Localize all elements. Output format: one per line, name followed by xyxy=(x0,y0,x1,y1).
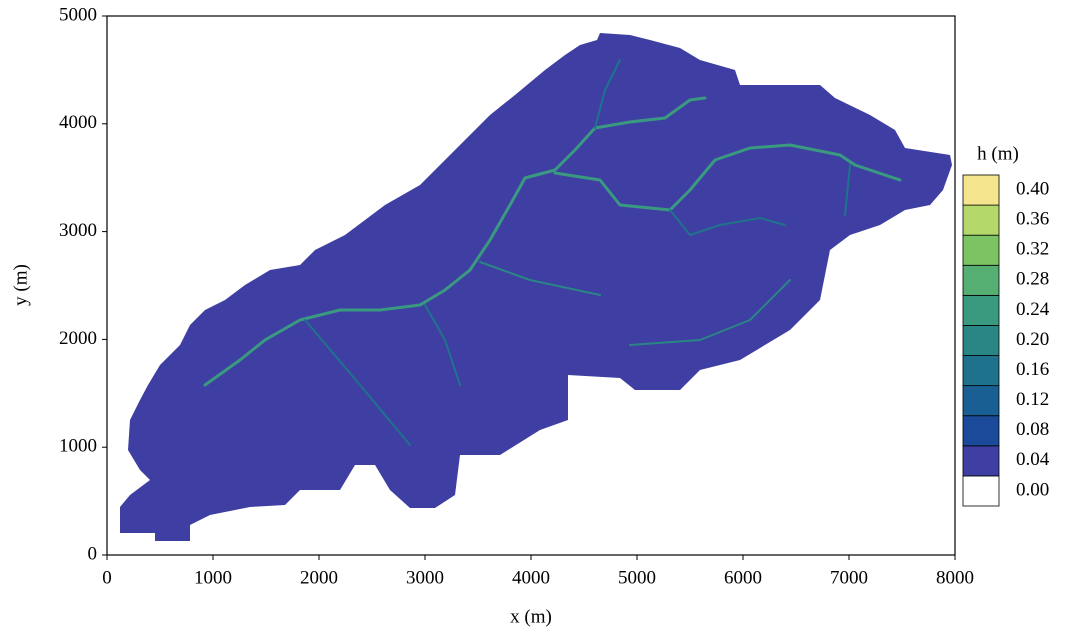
colorbar-label: 0.08 xyxy=(1016,419,1049,440)
y-tick-label: 1000 xyxy=(59,436,97,457)
y-axis-label: y (m) xyxy=(10,264,31,306)
y-tick-label: 0 xyxy=(88,543,98,564)
colorbar-swatch xyxy=(962,475,1000,507)
colorbar-swatch xyxy=(962,234,1000,266)
channels xyxy=(203,59,902,446)
colorbar-label: 0.20 xyxy=(1016,329,1049,350)
colorbar-swatch xyxy=(962,445,1000,477)
colorbar-label: 0.32 xyxy=(1016,239,1049,260)
x-tick-label: 7000 xyxy=(830,567,868,588)
channel xyxy=(594,59,621,129)
colorbar-label: 0.40 xyxy=(1016,178,1049,199)
colorbar-label: 0.36 xyxy=(1016,208,1049,229)
colorbar-label: 0.28 xyxy=(1016,269,1049,290)
colorbar-label: 0.24 xyxy=(1016,299,1050,320)
y-tick-label: 5000 xyxy=(59,4,97,25)
x-tick-label: 1000 xyxy=(194,567,232,588)
colorbar-swatch xyxy=(962,415,1000,447)
colorbar-label: 0.04 xyxy=(1016,449,1050,470)
colorbar-swatch xyxy=(962,385,1000,417)
x-axis-label: x (m) xyxy=(510,606,552,627)
channel xyxy=(844,164,851,216)
colorbar-swatch xyxy=(962,264,1000,296)
x-tick-label: 5000 xyxy=(618,567,656,588)
x-tick-label: 2000 xyxy=(300,567,338,588)
colorbar-swatch xyxy=(962,325,1000,356)
channel xyxy=(669,209,786,236)
y-tick-label: 2000 xyxy=(59,328,97,349)
x-tick-label: 0 xyxy=(102,567,112,588)
x-tick-label: 4000 xyxy=(512,567,550,588)
channel xyxy=(629,279,791,346)
channel xyxy=(203,96,707,387)
x-tick-label: 8000 xyxy=(936,567,974,588)
colorbar-label: 0.12 xyxy=(1016,389,1049,410)
colorbar-swatch xyxy=(962,294,1000,326)
channel xyxy=(553,143,902,212)
colorbar-title: h (m) xyxy=(977,143,1019,164)
y-tick-label: 4000 xyxy=(59,112,97,133)
colorbar-label: 0.00 xyxy=(1016,479,1049,500)
colorbar-label: 0.16 xyxy=(1016,359,1049,380)
colorbar-swatch xyxy=(962,174,1000,206)
channel xyxy=(479,261,601,296)
x-tick-label: 3000 xyxy=(406,567,444,588)
catchment xyxy=(120,33,952,541)
channel xyxy=(424,304,461,386)
colorbar-swatch xyxy=(962,355,1000,387)
y-tick-label: 3000 xyxy=(59,220,97,241)
colorbar-swatch xyxy=(962,204,1000,236)
channel xyxy=(304,319,411,446)
x-tick-label: 6000 xyxy=(724,567,762,588)
